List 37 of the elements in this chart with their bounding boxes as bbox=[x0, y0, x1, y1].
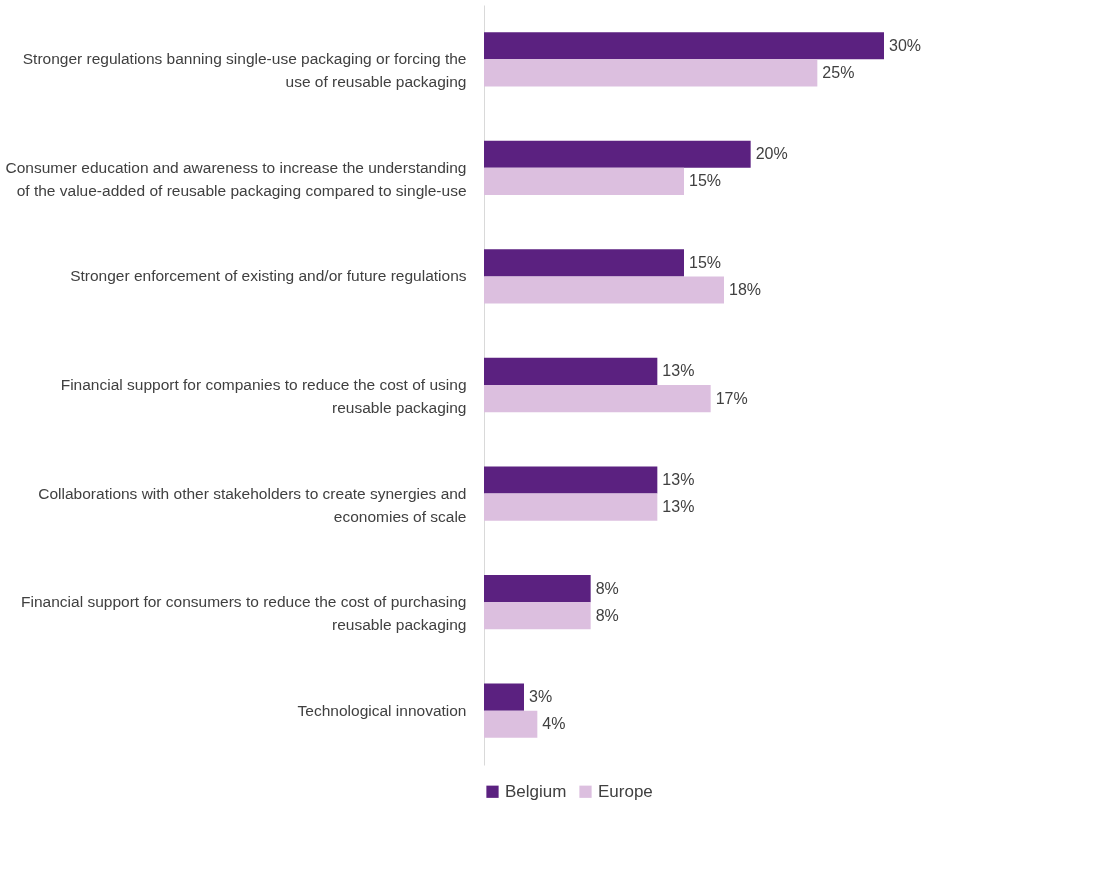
data-label: 13% bbox=[662, 362, 695, 380]
bar bbox=[484, 140, 751, 168]
bar bbox=[484, 276, 724, 304]
data-label: 15% bbox=[689, 172, 722, 190]
bar bbox=[484, 357, 658, 385]
y-tick-label: Consumer education and awareness to increase the understanding of the value-added of reusable packaging compared to single-use bbox=[5, 158, 467, 199]
data-label: 4% bbox=[542, 715, 566, 733]
legend-label: Europe bbox=[598, 781, 653, 801]
data-label: 17% bbox=[715, 389, 748, 407]
legend-label: Belgium bbox=[505, 781, 567, 801]
bar bbox=[484, 466, 658, 494]
bar bbox=[484, 575, 591, 603]
bar bbox=[484, 385, 711, 413]
data-label: 18% bbox=[729, 281, 762, 298]
bar bbox=[484, 249, 684, 277]
y-tick-label: Stronger enforcement of existing and/or future regulations bbox=[70, 267, 467, 285]
y-tick-label: Financial support for consumers to reduce the cost of purchasing reusable packaging bbox=[21, 593, 467, 634]
y-tick-label: Technological innovation bbox=[297, 701, 467, 719]
bar bbox=[484, 602, 591, 630]
y-tick-label: Stronger regulations banning single-use packaging or forcing the use of reusable packaging bbox=[22, 50, 467, 91]
data-label: 25% bbox=[822, 63, 855, 81]
data-label: 8% bbox=[595, 606, 619, 624]
bar bbox=[484, 32, 884, 60]
data-label: 15% bbox=[689, 253, 722, 271]
data-label: 13% bbox=[662, 498, 695, 516]
bar bbox=[484, 493, 658, 521]
bar bbox=[484, 59, 818, 87]
data-label: 3% bbox=[529, 688, 553, 706]
y-tick-label: Collaborations with other stakeholders to create synergies and economies of scale bbox=[38, 484, 467, 525]
bar bbox=[484, 167, 684, 195]
bar bbox=[484, 710, 538, 738]
y-tick-label: Financial support for companies to reduce the cost of using reusable packaging bbox=[60, 376, 467, 416]
bar bbox=[484, 683, 524, 711]
data-label: 8% bbox=[595, 579, 619, 597]
data-label: 30% bbox=[889, 36, 922, 54]
data-label: 20% bbox=[755, 145, 788, 163]
data-label: 13% bbox=[662, 471, 695, 488]
